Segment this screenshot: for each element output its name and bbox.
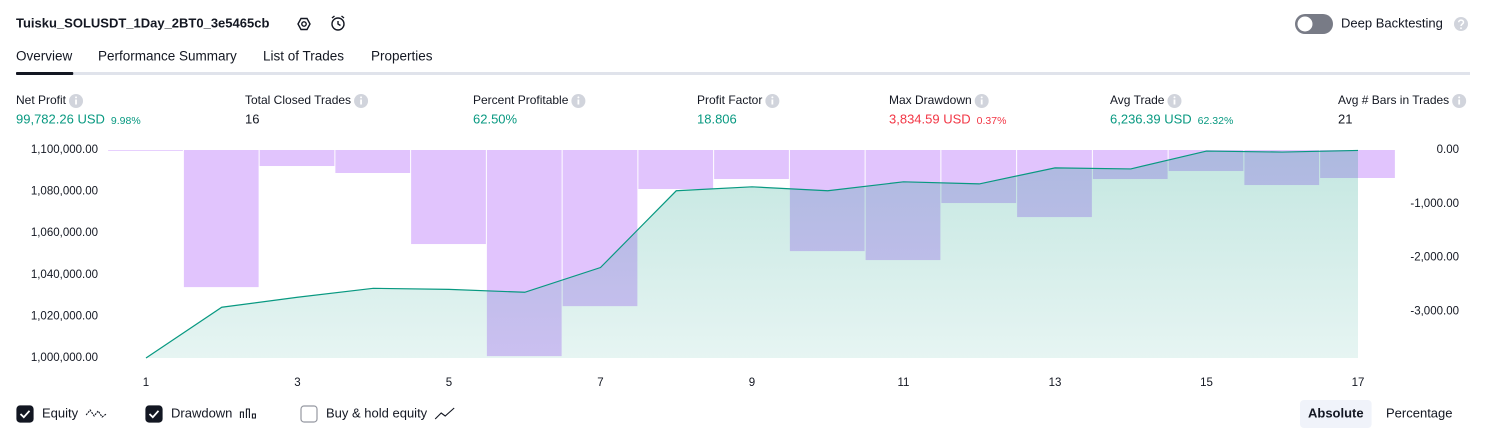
- view-button-label: Absolute: [1308, 405, 1364, 420]
- deep-backtesting-label: Deep Backtesting: [1341, 15, 1443, 30]
- metric-value: 6,236.39 USD: [1110, 111, 1192, 126]
- strategy-title: Tuisku_SOLUSDT_1Day_2BT0_3e5465cb: [16, 15, 269, 30]
- metric-percent: 9.98%: [111, 115, 141, 127]
- info-icon-stem: [577, 99, 580, 105]
- x-tick-label: 15: [1200, 377, 1213, 389]
- checkbox-check: [19, 410, 31, 419]
- info-icon[interactable]: [765, 94, 780, 108]
- y2-tick-label: 0.00: [1437, 144, 1459, 156]
- x-tick-label: 17: [1352, 377, 1365, 389]
- metric-label: Percent Profitable: [473, 93, 569, 107]
- drawdown-bar: [183, 150, 259, 288]
- checkbox-box: [16, 405, 34, 423]
- info-icon[interactable]: [354, 94, 369, 108]
- active-tab-underline: [16, 72, 74, 75]
- metric-label: Max Drawdown: [889, 93, 972, 107]
- metric-percent: 62.32%: [1198, 115, 1234, 127]
- tab[interactable]: List of Trades: [263, 49, 344, 64]
- legend-icon: [434, 407, 455, 420]
- view-button-bg: [1300, 400, 1372, 428]
- x-tick-label: 11: [898, 377, 910, 389]
- info-icon-dot: [980, 96, 983, 99]
- y2-tick-label: -1,000.00: [1410, 198, 1459, 210]
- y-tick-label: 1,040,000.00: [31, 269, 98, 281]
- checkbox[interactable]: [300, 405, 318, 423]
- checkbox-check: [148, 410, 160, 419]
- tab[interactable]: Overview: [16, 49, 73, 64]
- info-icon-stem: [1458, 99, 1461, 105]
- tab[interactable]: Performance Summary: [98, 49, 237, 64]
- y-tick-label: 1,080,000.00: [31, 186, 98, 198]
- x-tick-label: 5: [446, 377, 452, 389]
- view-button[interactable]: Absolute: [1300, 400, 1372, 428]
- legend-label: Buy & hold equity: [326, 405, 428, 420]
- info-icon-dot: [360, 96, 363, 99]
- info-icon-dot: [1173, 96, 1176, 99]
- drawdown-bar: [714, 150, 789, 180]
- info-icon-dot: [577, 96, 580, 99]
- metric-label: Profit Factor: [697, 93, 762, 107]
- metric-value: 18.806: [697, 111, 737, 126]
- x-tick-label: 3: [294, 377, 300, 389]
- info-icon[interactable]: [69, 94, 84, 108]
- metric-label: Net Profit: [16, 93, 67, 107]
- drawdown-bar: [108, 150, 183, 151]
- checkbox[interactable]: [16, 405, 34, 423]
- y-tick-label: 1,060,000.00: [31, 227, 98, 239]
- x-tick-label: 13: [1049, 377, 1062, 389]
- drawdown-bar: [259, 150, 335, 167]
- info-icon[interactable]: [571, 94, 586, 108]
- legend-label: Equity: [42, 405, 79, 420]
- info-icon-stem: [980, 99, 983, 105]
- info-icon-dot: [75, 96, 78, 99]
- info-icon-dot: [1458, 96, 1461, 99]
- y2-tick-label: -3,000.00: [1410, 305, 1459, 317]
- metric-value: 3,834.59 USD: [889, 111, 971, 126]
- x-tick-label: 7: [597, 377, 603, 389]
- checkbox-box: [300, 405, 318, 423]
- y2-tick-label: -2,000.00: [1410, 252, 1459, 264]
- settings-icon[interactable]: [297, 17, 311, 31]
- view-button[interactable]: Percentage: [1386, 405, 1453, 420]
- metric-value: 21: [1338, 111, 1352, 126]
- metric-label: Avg Trade: [1110, 93, 1165, 107]
- legend-icon: [85, 409, 107, 418]
- drawdown-bar: [335, 150, 411, 174]
- equity-area: [146, 150, 1358, 358]
- equity-line: [145, 149, 1359, 359]
- metric-percent: 0.37%: [977, 115, 1007, 127]
- y-tick-label: 1,000,000.00: [31, 352, 98, 364]
- info-icon[interactable]: [1452, 94, 1467, 108]
- info-icon[interactable]: [974, 94, 989, 108]
- info-icon-stem: [1173, 99, 1176, 105]
- view-button-label: Percentage: [1386, 405, 1453, 420]
- metric-value: 99,782.26 USD: [16, 111, 105, 126]
- drawdown-bar: [411, 150, 486, 245]
- checkbox[interactable]: [145, 405, 163, 423]
- info-icon-stem: [360, 99, 362, 105]
- tab[interactable]: Properties: [371, 49, 433, 64]
- x-tick-label: 9: [749, 377, 755, 389]
- alert-icon[interactable]: [331, 15, 345, 31]
- metric-label: Total Closed Trades: [245, 93, 351, 107]
- metric-value: 16: [245, 111, 259, 126]
- y-tick-label: 1,100,000.00: [31, 144, 98, 156]
- help-icon[interactable]: [1454, 17, 1468, 31]
- deep-backtesting-toggle[interactable]: [1295, 14, 1333, 34]
- x-tick-label: 1: [143, 377, 149, 389]
- info-icon[interactable]: [1167, 94, 1182, 108]
- metric-value: 62.50%: [473, 111, 518, 126]
- info-icon-stem: [75, 99, 77, 105]
- info-icon-stem: [771, 99, 774, 105]
- drawdown-bar: [638, 150, 714, 190]
- legend-label: Drawdown: [171, 405, 232, 420]
- legend-icon: [239, 408, 256, 419]
- checkbox-box: [145, 405, 163, 423]
- y-tick-label: 1,020,000.00: [31, 310, 98, 322]
- info-icon-dot: [771, 96, 774, 99]
- metric-label: Avg # Bars in Trades: [1338, 93, 1449, 107]
